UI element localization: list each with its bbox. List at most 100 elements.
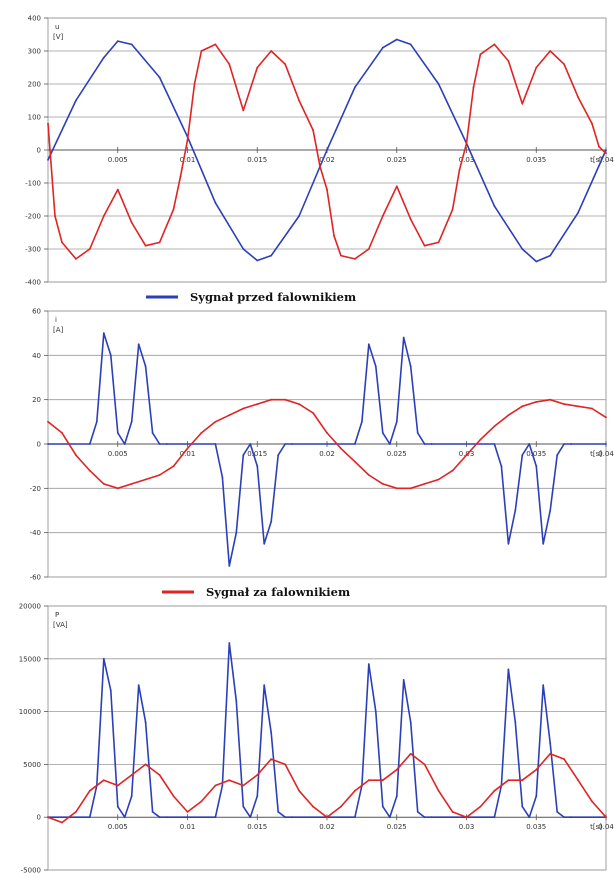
data-point <box>598 145 600 148</box>
data-point <box>605 816 607 819</box>
series-line-przed <box>48 332 606 567</box>
data-point <box>172 465 175 468</box>
data-point <box>549 742 552 745</box>
data-point <box>263 684 266 687</box>
data-point <box>430 816 433 819</box>
data-point <box>395 38 398 41</box>
data-point <box>367 248 370 250</box>
data-point <box>577 779 579 782</box>
data-point <box>284 63 287 66</box>
data-point <box>214 420 217 423</box>
data-point <box>249 443 252 445</box>
data-point <box>395 185 398 188</box>
y-tick-label: -100 <box>25 180 41 188</box>
data-point <box>47 443 49 445</box>
data-point <box>109 354 112 357</box>
data-point <box>605 152 607 155</box>
data-point <box>291 816 293 819</box>
data-point <box>214 43 217 46</box>
data-point <box>256 774 259 776</box>
y-tick-label: 60 <box>32 308 41 316</box>
data-point <box>130 795 133 797</box>
data-point <box>102 483 105 485</box>
data-point <box>242 248 245 250</box>
data-point <box>493 443 496 445</box>
data-point <box>179 175 182 178</box>
data-point <box>270 520 273 523</box>
data-point <box>563 63 565 66</box>
data-point <box>102 332 105 335</box>
data-point <box>354 460 356 463</box>
data-point <box>535 768 538 771</box>
data-point <box>563 816 565 819</box>
y-tick-label: -5000 <box>21 867 41 874</box>
data-point <box>381 805 384 808</box>
data-point <box>535 401 538 403</box>
data-point <box>88 816 91 819</box>
data-point <box>430 443 433 445</box>
y-tick-label: 20000 <box>19 603 41 611</box>
data-point <box>416 811 419 813</box>
y-tick-label: -40 <box>30 529 41 537</box>
data-point <box>549 752 552 755</box>
data-point <box>109 689 112 692</box>
data-point <box>507 668 510 671</box>
data-point <box>221 476 224 479</box>
data-point <box>549 398 552 401</box>
y-tick-label: 100 <box>28 114 41 122</box>
data-point <box>388 816 391 819</box>
x-tick-label: 0.035 <box>526 450 546 458</box>
data-point <box>605 416 607 419</box>
data-point <box>284 443 287 445</box>
y-tick-label: 0 <box>37 441 41 449</box>
x-tick-label: 0.03 <box>459 823 475 831</box>
data-point <box>451 811 454 813</box>
data-point <box>221 784 224 787</box>
data-point <box>563 443 565 445</box>
data-point <box>242 407 245 410</box>
data-point <box>298 403 300 405</box>
x-tick-label: 0.01 <box>180 156 196 164</box>
data-point <box>367 663 370 665</box>
time-unit-label: t[s] <box>590 156 602 164</box>
data-point <box>200 800 203 803</box>
x-tick-label: 0.035 <box>526 156 546 164</box>
data-point <box>507 779 510 782</box>
data-point <box>88 469 91 472</box>
data-point <box>214 201 217 204</box>
data-point <box>556 454 559 456</box>
unit-label: [A] <box>53 326 64 334</box>
data-point <box>423 763 426 766</box>
data-point <box>116 40 119 42</box>
data-point <box>354 789 356 792</box>
data-point <box>158 76 161 79</box>
data-point <box>88 443 91 445</box>
data-point <box>479 438 482 441</box>
data-point <box>242 454 245 456</box>
data-point <box>130 420 133 423</box>
data-point <box>367 474 370 476</box>
x-tick-label: 0.035 <box>526 823 546 831</box>
data-point <box>284 816 287 819</box>
data-point <box>563 403 565 405</box>
chart-1: 400 300 200 100 0 -100 -200 -300 -400 0.005 0.01 0.… <box>25 15 614 287</box>
time-unit-label: t[s] <box>590 450 602 458</box>
data-point <box>409 721 412 724</box>
data-point <box>402 336 405 339</box>
data-point <box>549 509 552 512</box>
x-tick-label: 0.04 <box>598 823 614 831</box>
data-point <box>374 365 377 368</box>
data-point <box>312 412 314 414</box>
data-point <box>326 816 328 819</box>
data-point <box>542 684 545 687</box>
data-point <box>214 784 217 787</box>
data-point <box>158 241 161 244</box>
x-tick-label: 0.04 <box>598 156 614 164</box>
y-tick-label: 15000 <box>19 655 41 663</box>
data-point <box>409 752 412 755</box>
legend-2: Sygnał za falownikiem <box>162 585 350 599</box>
data-point <box>535 465 538 468</box>
data-point <box>214 443 217 445</box>
data-point <box>284 398 287 401</box>
